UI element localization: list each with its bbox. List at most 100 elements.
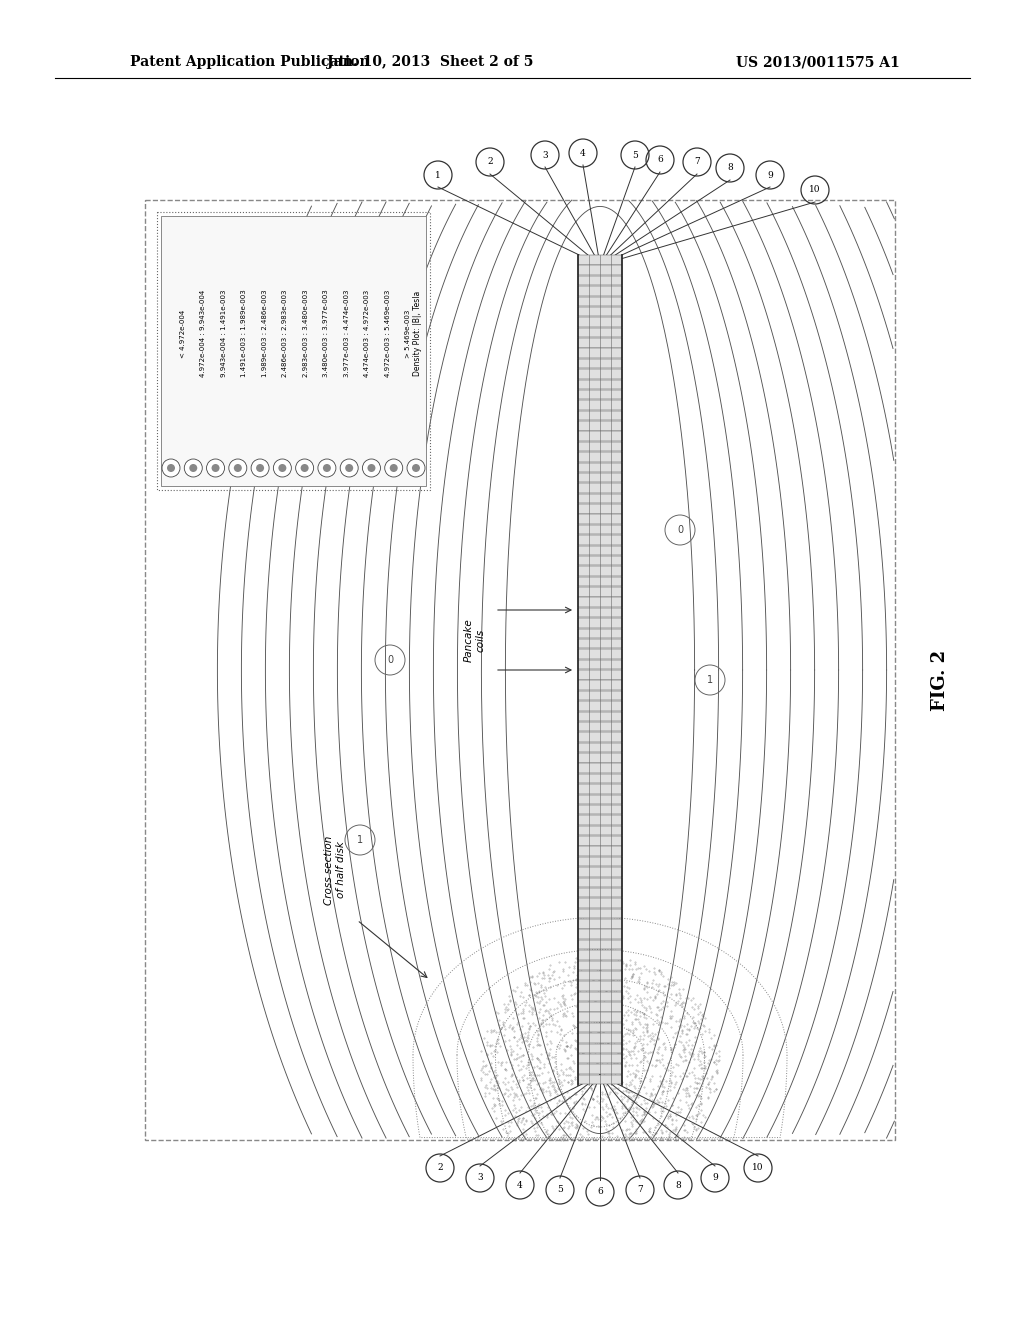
Point: [485, 1093, 502, 1114]
Point: [689, 995, 706, 1016]
Point: [514, 1044, 530, 1065]
Point: [591, 960, 607, 981]
Point: [620, 1005, 636, 1026]
Point: [522, 1061, 539, 1082]
Point: [674, 1129, 690, 1150]
Text: 0: 0: [387, 655, 393, 665]
Point: [589, 1032, 605, 1053]
Point: [638, 997, 654, 1018]
Point: [651, 961, 668, 982]
Point: [662, 1105, 678, 1126]
Point: [577, 1065, 593, 1086]
Point: [589, 946, 605, 968]
Point: [687, 1026, 703, 1047]
Point: [574, 1118, 591, 1139]
Point: [668, 1130, 684, 1151]
Point: [566, 1067, 583, 1088]
Point: [587, 1024, 603, 1045]
Point: [703, 1048, 720, 1069]
Text: 4.972e-004 : 9.943e-004: 4.972e-004 : 9.943e-004: [201, 290, 207, 378]
Point: [663, 983, 679, 1005]
Point: [489, 1003, 506, 1024]
Point: [487, 1107, 504, 1129]
Point: [511, 1089, 527, 1110]
Text: 2.486e-003 : 2.983e-003: 2.486e-003 : 2.983e-003: [283, 290, 289, 378]
Point: [590, 1056, 606, 1077]
Point: [564, 1022, 581, 1043]
Point: [626, 1109, 642, 1130]
Point: [687, 1084, 703, 1105]
Point: [699, 1086, 716, 1107]
Point: [508, 1102, 524, 1123]
Point: [643, 1082, 659, 1104]
Point: [641, 998, 657, 1019]
Point: [667, 1073, 683, 1094]
Point: [613, 1048, 630, 1069]
Point: [579, 1055, 595, 1076]
Point: [624, 1115, 640, 1137]
Point: [650, 973, 667, 994]
Point: [609, 1041, 626, 1063]
Point: [668, 1071, 684, 1092]
Point: [520, 1022, 537, 1043]
Point: [602, 1064, 618, 1085]
Point: [545, 1118, 561, 1139]
Point: [539, 1106, 555, 1127]
Point: [620, 982, 636, 1003]
Point: [674, 1020, 690, 1041]
Point: [664, 1005, 680, 1026]
Point: [568, 965, 585, 986]
Point: [592, 1032, 608, 1053]
Point: [580, 964, 596, 985]
Point: [601, 1051, 617, 1072]
Text: 8: 8: [727, 164, 733, 173]
Circle shape: [189, 465, 198, 473]
Point: [505, 1016, 521, 1038]
Point: [535, 1105, 551, 1126]
Point: [504, 1064, 520, 1085]
Point: [649, 1089, 666, 1110]
Point: [519, 1073, 536, 1094]
Point: [645, 990, 662, 1011]
Point: [676, 1119, 692, 1140]
Text: 7: 7: [637, 1185, 643, 1195]
Point: [478, 1020, 495, 1041]
Point: [530, 1020, 547, 1041]
Point: [599, 978, 615, 999]
Point: [601, 1123, 617, 1144]
Point: [609, 1012, 626, 1034]
Point: [550, 1078, 566, 1100]
Point: [615, 1005, 632, 1026]
Point: [591, 1061, 607, 1082]
Point: [628, 1123, 644, 1144]
Point: [544, 1072, 560, 1093]
Point: [623, 1002, 639, 1023]
Point: [556, 1002, 572, 1023]
Polygon shape: [578, 255, 622, 264]
Point: [636, 1101, 652, 1122]
Point: [608, 970, 625, 991]
Circle shape: [412, 465, 420, 473]
Point: [685, 1107, 701, 1129]
Point: [542, 1005, 558, 1026]
Point: [587, 1076, 603, 1097]
Text: 10: 10: [809, 186, 821, 194]
Point: [598, 979, 614, 1001]
Point: [590, 1109, 606, 1130]
Point: [643, 1028, 659, 1049]
Point: [617, 1039, 634, 1060]
Point: [547, 1015, 563, 1036]
Point: [507, 1098, 523, 1119]
Point: [500, 1111, 516, 1133]
Point: [609, 1065, 626, 1086]
Point: [640, 1041, 656, 1063]
Point: [573, 1093, 590, 1114]
Point: [521, 1001, 538, 1022]
Point: [696, 1055, 713, 1076]
Point: [555, 1129, 571, 1150]
Circle shape: [162, 459, 180, 477]
Point: [585, 1088, 601, 1109]
Polygon shape: [578, 535, 622, 545]
Point: [644, 1090, 660, 1111]
Point: [486, 1019, 503, 1040]
